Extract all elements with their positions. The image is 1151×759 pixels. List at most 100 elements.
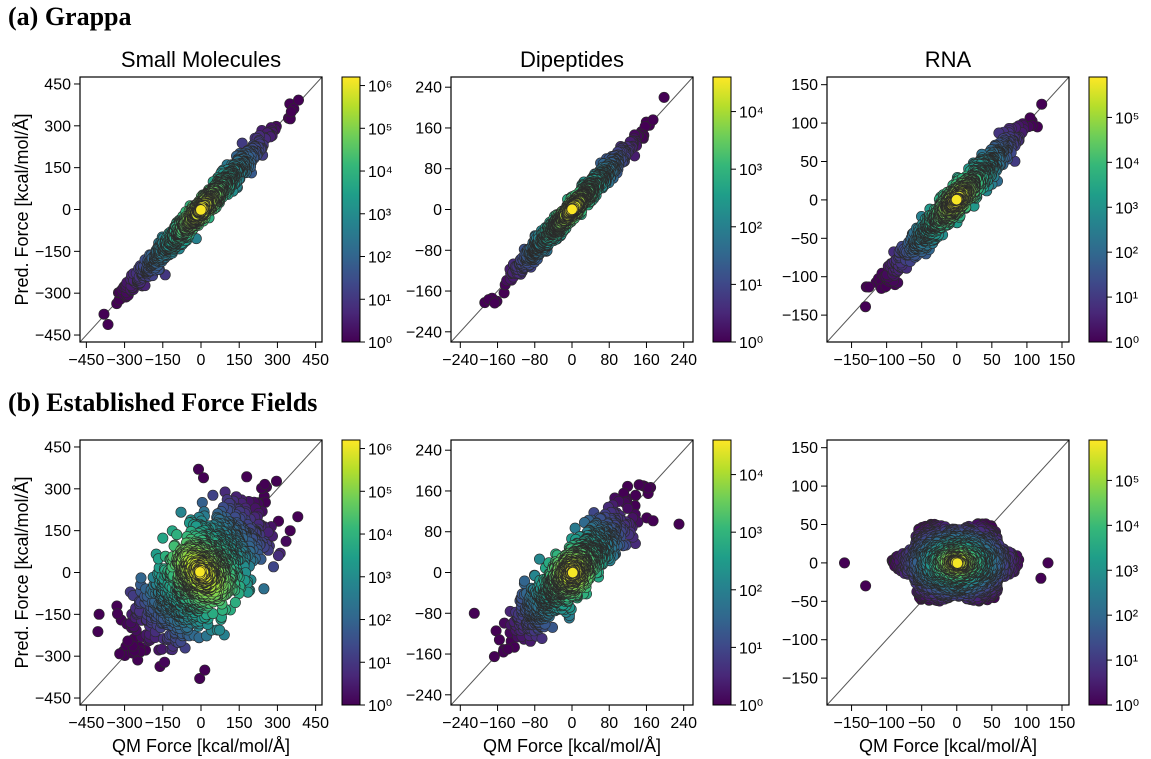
data-point	[93, 608, 105, 620]
data-point	[207, 489, 219, 501]
data-point	[114, 648, 126, 660]
data-point	[241, 471, 253, 483]
data-point	[270, 475, 282, 487]
data-point	[280, 535, 292, 547]
data-point	[157, 532, 169, 544]
chart-title: RNA	[925, 47, 972, 72]
data-point	[258, 583, 270, 595]
data-point	[199, 664, 211, 676]
x-tick-label: 0	[568, 352, 577, 369]
y-tick-label: 450	[44, 76, 71, 93]
chart-title: Small Molecules	[121, 47, 281, 72]
x-tick-label: 160	[633, 352, 660, 369]
x-tick-label: 80	[600, 352, 618, 369]
x-tick-label: 0	[952, 352, 961, 369]
colorbar-tick-label: 10⁴	[1115, 155, 1140, 172]
y-tick-label: −50	[791, 231, 818, 248]
colorbar-tick-label: 10⁰	[1115, 335, 1139, 352]
data-point	[284, 525, 296, 537]
x-tick-label: −150	[145, 352, 181, 369]
y-tick-label: 300	[44, 118, 71, 135]
y-tick-label: 80	[424, 161, 442, 178]
chart-title: Dipeptides	[520, 47, 624, 72]
y-tick-label: −150	[782, 308, 818, 325]
data-point	[159, 656, 171, 668]
data-point	[196, 496, 208, 508]
colorbar: 10⁰10¹10²10³10⁴10⁵Frequency	[1088, 76, 1140, 352]
data-points	[92, 463, 304, 684]
y-tick-label: −150	[35, 244, 71, 261]
colorbar-tick-label: 10³	[368, 207, 392, 224]
data-point	[292, 94, 304, 106]
data-point	[98, 308, 110, 320]
data-point	[292, 511, 304, 523]
data-point	[647, 114, 659, 126]
data-point	[259, 478, 271, 490]
data-point	[171, 529, 183, 541]
x-tick-label: −80	[521, 352, 548, 369]
y-tick-label: 240	[415, 80, 442, 97]
data-point	[1036, 98, 1048, 110]
data-point	[285, 106, 297, 118]
data-point	[175, 506, 187, 518]
data-point	[229, 596, 241, 608]
data-point	[863, 281, 875, 293]
y-tick-label: 0	[62, 202, 71, 219]
x-tick-label: −100	[869, 352, 905, 369]
y-tick-label: 50	[800, 154, 818, 171]
colorbar-gradient	[712, 76, 732, 343]
chart-panel-1: −450−450−300−300−150−1500015015030030045…	[12, 47, 393, 369]
colorbar-tick-label: 10¹	[1115, 290, 1138, 307]
colorbar-tick-label: 10³	[739, 162, 763, 179]
x-tick-label: −150	[834, 352, 870, 369]
y-axis-label: Pred. Force [kcal/mol/Å]	[12, 113, 32, 305]
data-point	[859, 301, 871, 313]
data-point	[135, 572, 147, 584]
data-point	[102, 318, 114, 330]
x-tick-label: −160	[480, 352, 516, 369]
y-tick-label: −450	[35, 328, 71, 345]
data-point	[267, 561, 279, 573]
data-point	[658, 91, 670, 103]
y-tick-label: 150	[44, 160, 71, 177]
colorbar-tick-label: 10¹	[739, 277, 762, 294]
y-tick-label: −240	[406, 324, 442, 341]
colorbar-tick-label: 10⁵	[1115, 110, 1139, 127]
data-point	[272, 550, 284, 562]
data-point	[566, 203, 578, 215]
x-tick-label: 300	[264, 352, 291, 369]
section-label-a: (a) Grappa	[8, 2, 132, 31]
data-point	[92, 626, 104, 638]
x-tick-label: −450	[68, 352, 104, 369]
colorbar-tick-label: 10⁴	[739, 105, 764, 122]
data-points	[479, 91, 670, 309]
chart-panel-2: −240−240−160−160−80−80008080160160240240…	[406, 47, 764, 369]
colorbar-tick-label: 10²	[368, 250, 392, 267]
colorbar-tick-label: 10¹	[368, 292, 391, 309]
data-point	[214, 624, 226, 636]
colorbar-gradient	[1088, 76, 1108, 343]
section-label-b: (b) Established Force Fields	[8, 388, 318, 417]
colorbar-tick-label: 10²	[739, 220, 763, 237]
y-tick-label: −100	[782, 269, 818, 286]
data-point	[195, 204, 207, 216]
x-tick-label: 0	[197, 352, 206, 369]
x-tick-label: 150	[1049, 352, 1076, 369]
chart-panel-4: −450−450−300−300−150−1500015015030030045…	[12, 439, 393, 756]
x-tick-label: 150	[226, 352, 253, 369]
x-tick-label: −50	[908, 352, 935, 369]
y-tick-label: 0	[809, 192, 818, 209]
y-tick-label: 100	[791, 116, 818, 133]
data-point	[198, 472, 210, 484]
colorbar-tick-label: 10⁵	[368, 121, 392, 138]
colorbar-tick-label: 10²	[1115, 245, 1139, 262]
colorbar-tick-label: 10³	[1115, 200, 1139, 217]
x-tick-label: 100	[1014, 352, 1041, 369]
colorbar-gradient	[341, 76, 361, 343]
data-point	[489, 297, 501, 309]
data-point	[951, 194, 963, 206]
y-tick-label: −80	[415, 243, 442, 260]
y-tick-label: −160	[406, 284, 442, 301]
